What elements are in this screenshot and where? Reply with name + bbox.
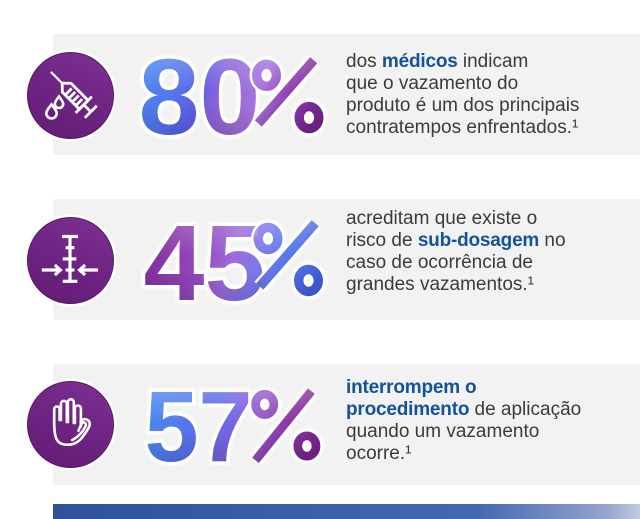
svg-text:45: 45 bbox=[144, 202, 266, 323]
svg-text:57: 57 bbox=[145, 371, 253, 483]
svg-text:80: 80 bbox=[139, 36, 261, 157]
svg-text:57: 57 bbox=[145, 371, 253, 483]
svg-text:45: 45 bbox=[144, 202, 266, 323]
svg-text:80: 80 bbox=[139, 36, 261, 157]
svg-text:45: 45 bbox=[144, 202, 266, 323]
svg-text:80: 80 bbox=[139, 36, 261, 157]
svg-text:57: 57 bbox=[145, 371, 253, 483]
